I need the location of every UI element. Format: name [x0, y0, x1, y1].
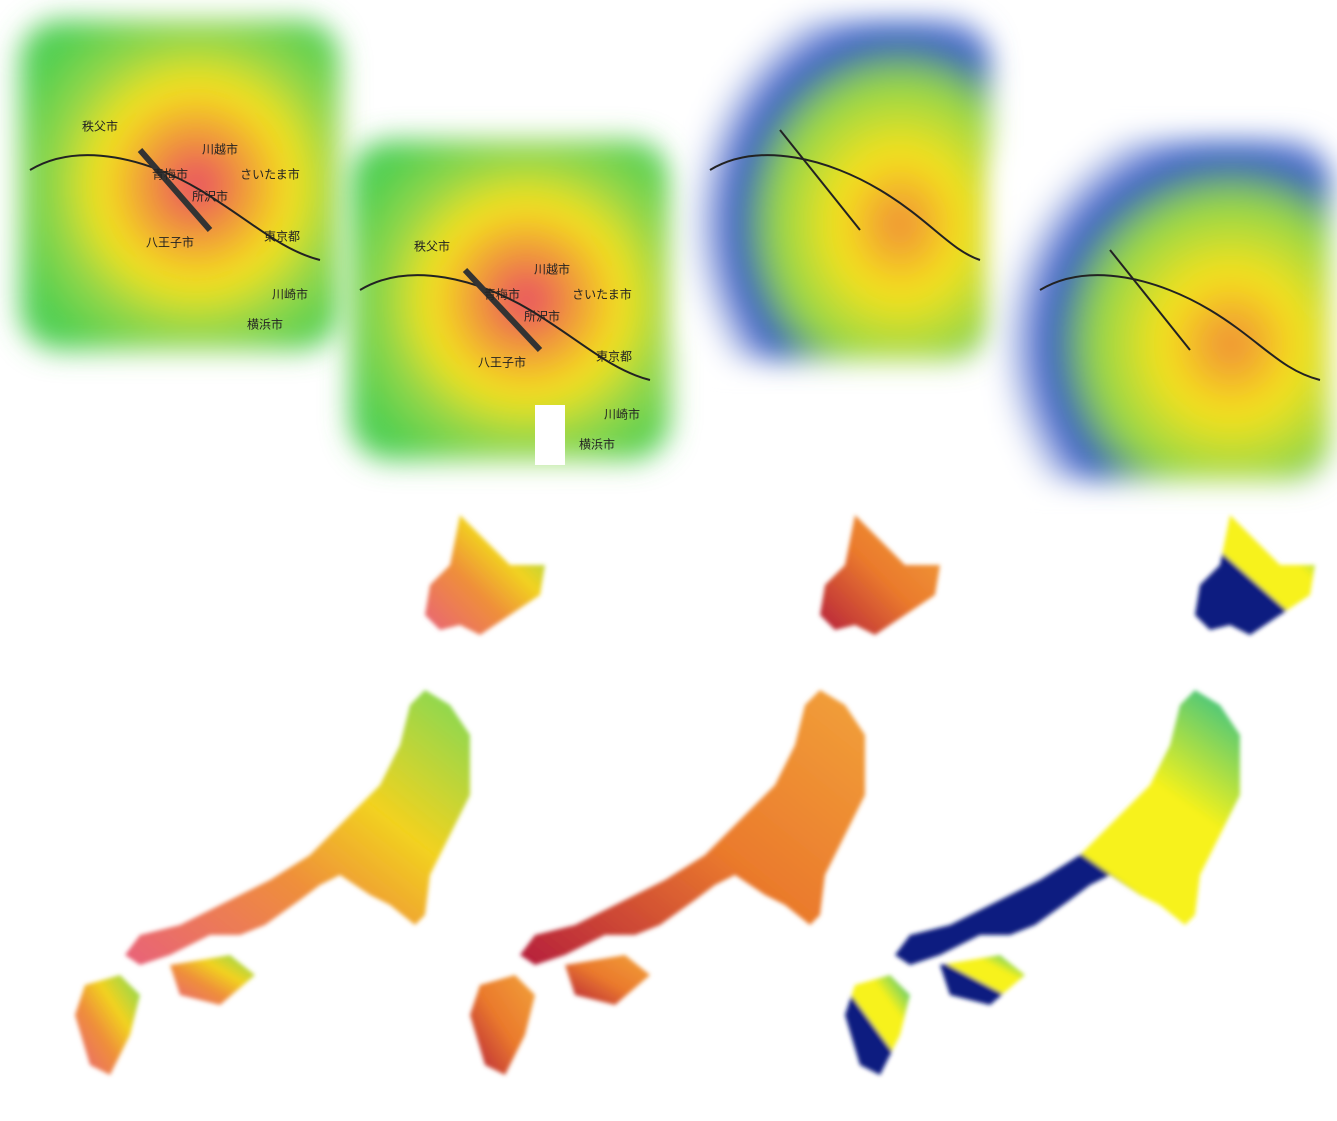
city-label: 川崎市: [272, 287, 308, 302]
city-label: 川越市: [202, 142, 238, 157]
city-label: 青梅市: [152, 167, 188, 182]
city-label: 秩父市: [414, 239, 450, 254]
boundaries: [29, 129, 1321, 381]
city-label: さいたま市: [240, 167, 300, 182]
city-label: 所沢市: [524, 309, 560, 324]
city-label: 八王子市: [478, 355, 526, 370]
city-label: 青梅市: [484, 287, 520, 302]
city-label: 横浜市: [579, 437, 615, 452]
regional-rain-map-2: [1000, 140, 1330, 480]
city-label: 東京都: [596, 350, 632, 364]
japan-map-1: [75, 515, 545, 1075]
city-label: 東京都: [264, 230, 300, 244]
city-label: 八王子市: [146, 235, 194, 250]
city-label: 横浜市: [247, 317, 283, 332]
regional-heat-map-1: [20, 20, 340, 350]
mask: [535, 405, 565, 465]
regional-rain-map-1: [690, 20, 990, 360]
city-labels: 秩父市川越市青梅市 さいたま市所沢市八王子市 東京都川崎市横浜市秩父市川越市青梅市さ…: [82, 119, 640, 452]
city-label: 川越市: [534, 262, 570, 277]
city-label: 所沢市: [192, 189, 228, 204]
city-label: 川崎市: [604, 407, 640, 422]
city-label: 秩父市: [82, 119, 118, 134]
city-label: さいたま市: [572, 287, 632, 302]
